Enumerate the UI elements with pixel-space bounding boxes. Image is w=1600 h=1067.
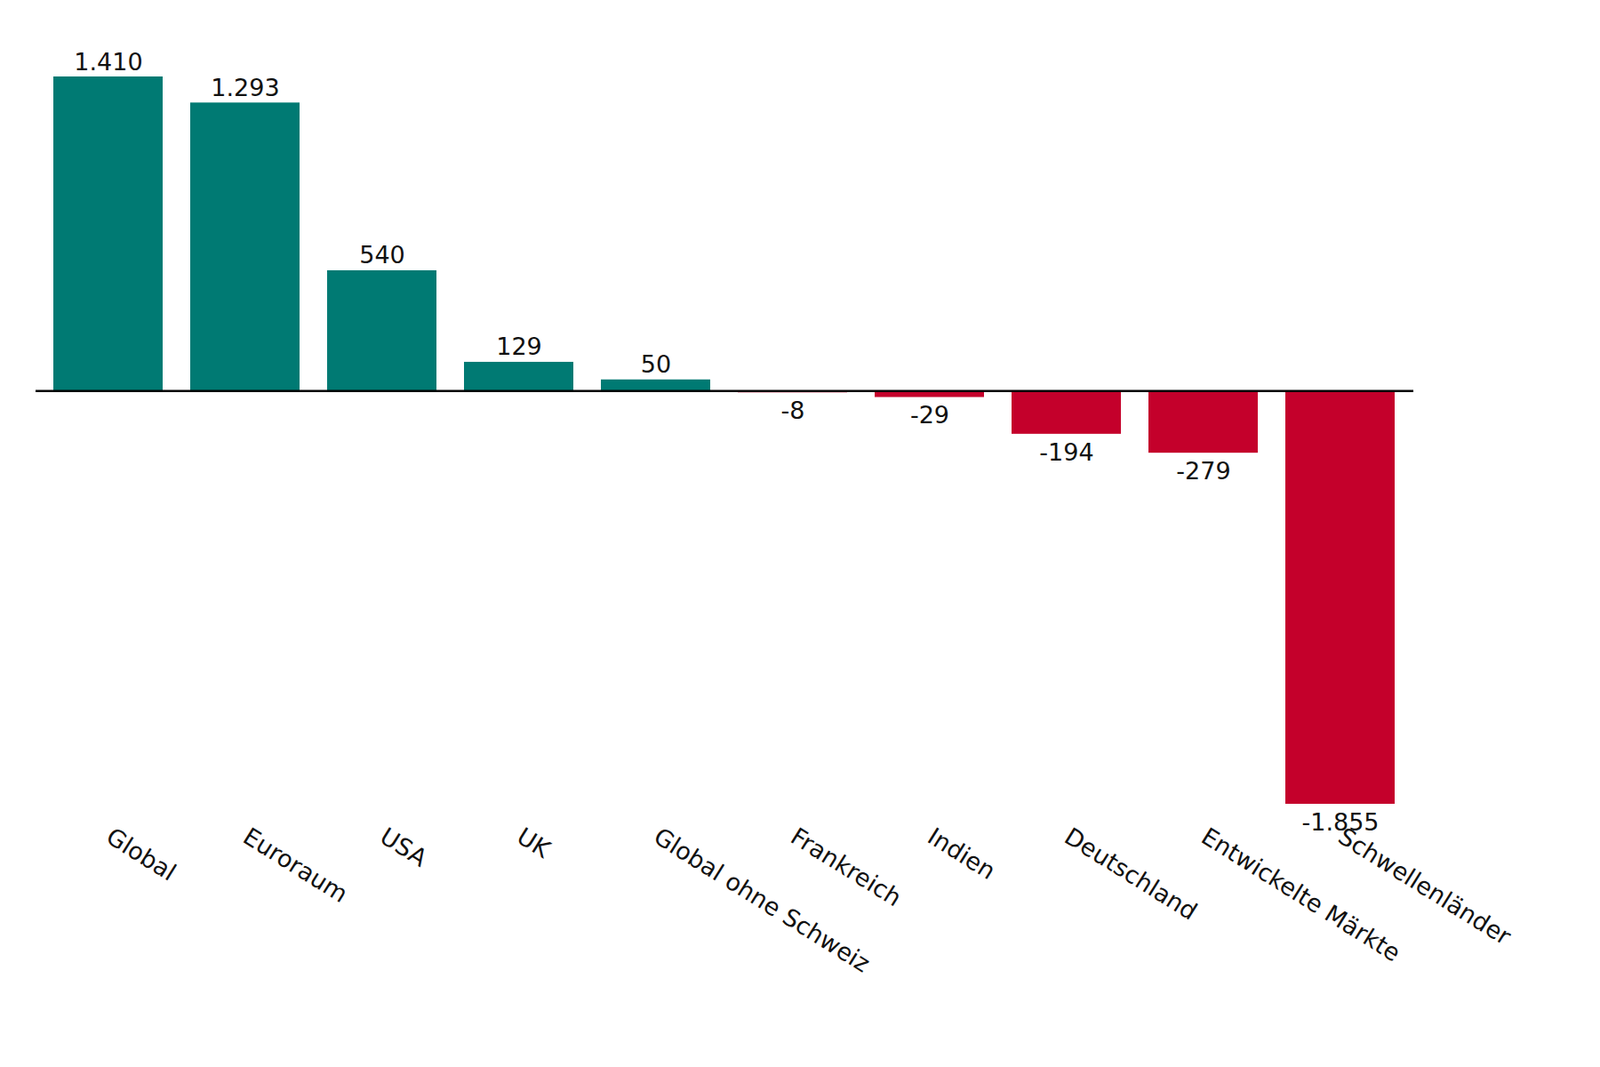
svg-text:Indien: Indien — [922, 822, 1000, 886]
svg-text:129: 129 — [496, 332, 543, 360]
svg-text:Global ohne Schweiz: Global ohne Schweiz — [648, 822, 875, 978]
svg-text:Euroraum: Euroraum — [238, 822, 353, 908]
svg-text:UK: UK — [512, 822, 556, 864]
svg-text:Deutschland: Deutschland — [1059, 822, 1202, 926]
svg-text:1.293: 1.293 — [210, 73, 280, 102]
svg-text:-1.855: -1.855 — [1301, 808, 1379, 836]
svg-text:Frankreich: Frankreich — [785, 822, 907, 912]
svg-text:Entwickelte Märkte: Entwickelte Märkte — [1196, 821, 1406, 967]
svg-text:Global: Global — [101, 822, 181, 887]
svg-text:1.410: 1.410 — [73, 48, 143, 76]
svg-text:-279: -279 — [1176, 456, 1231, 485]
svg-text:Schwellenländer: Schwellenländer — [1333, 822, 1517, 952]
svg-text:USA: USA — [375, 822, 432, 872]
svg-text:-194: -194 — [1039, 438, 1094, 466]
svg-text:540: 540 — [359, 240, 406, 269]
svg-text:50: 50 — [640, 350, 672, 378]
svg-text:-29: -29 — [910, 400, 950, 429]
svg-text:-8: -8 — [781, 396, 806, 424]
